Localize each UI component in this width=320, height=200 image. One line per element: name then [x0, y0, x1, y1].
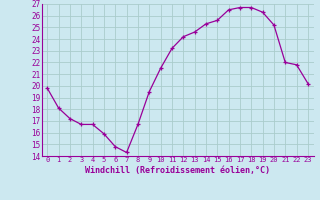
X-axis label: Windchill (Refroidissement éolien,°C): Windchill (Refroidissement éolien,°C) [85, 166, 270, 175]
